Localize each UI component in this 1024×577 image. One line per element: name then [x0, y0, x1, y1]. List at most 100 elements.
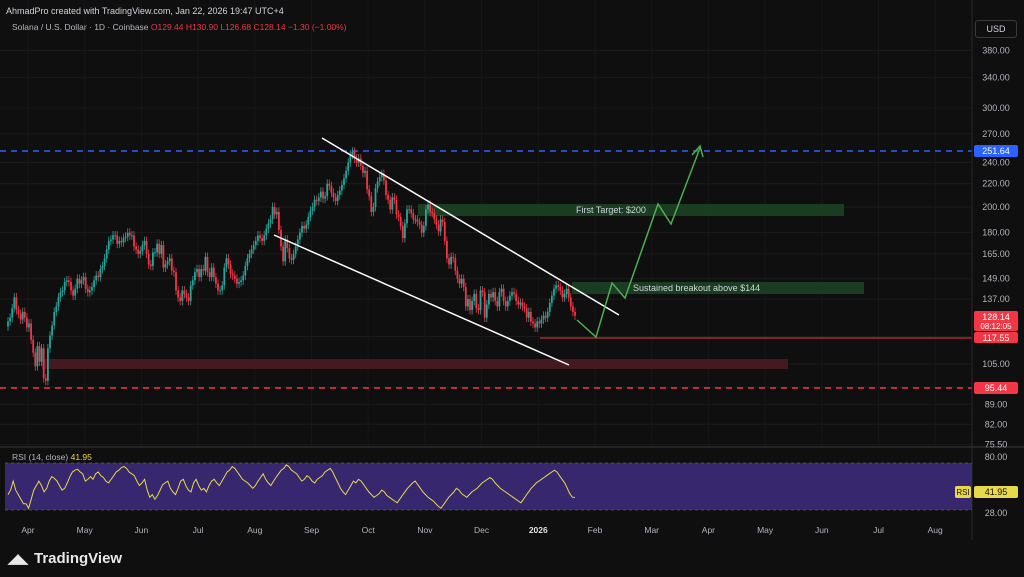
price-tick-label: 180.00 [982, 228, 1010, 238]
candle-body [19, 313, 22, 320]
candle-body [540, 319, 543, 324]
candle-body [332, 192, 335, 198]
candle-body [536, 321, 539, 328]
candles [7, 147, 576, 386]
candle-body [271, 206, 274, 220]
candle-body [185, 293, 188, 298]
candle-body [467, 299, 469, 307]
support-price-tag [974, 332, 1018, 343]
candle-body [322, 191, 324, 199]
candle-body [240, 280, 242, 283]
rsi-title[interactable]: RSI (14, close) [12, 452, 69, 462]
candle-body [406, 209, 408, 224]
candle-body [120, 240, 123, 243]
candle-body [208, 272, 211, 278]
candle-body [202, 269, 205, 271]
candle-body [441, 219, 444, 223]
rsi-current-value: 41.95 [70, 452, 92, 462]
candle-body [572, 306, 574, 312]
candle-body [372, 206, 375, 212]
candle-body [315, 199, 318, 201]
currency-selector[interactable]: USD [975, 20, 1017, 38]
candle-body [418, 222, 421, 225]
candle-body [51, 325, 53, 336]
candle-body [454, 258, 457, 271]
candle-body [206, 256, 209, 273]
candle-body [242, 275, 245, 281]
candle-body [152, 252, 154, 266]
candle-body [248, 253, 251, 259]
candle-body [477, 308, 480, 311]
time-tick-label: Sep [304, 525, 319, 535]
candle-body [565, 288, 568, 294]
candle-body [70, 282, 72, 291]
candle-body [483, 292, 486, 318]
rsi-legend[interactable]: RSI (14, close) 41.95 [12, 452, 92, 462]
candle-body [154, 252, 156, 254]
candle-body [523, 306, 526, 309]
candle-body [462, 278, 465, 288]
candle-body [431, 211, 434, 214]
candle-body [250, 249, 253, 254]
candle-body [450, 256, 452, 265]
time-tick-label: Aug [928, 525, 943, 535]
tradingview-logo[interactable]: ◢◣ TradingView [8, 550, 122, 567]
tradingview-logo-icon: ◢◣ [8, 551, 28, 566]
candle-body [569, 297, 572, 307]
symbol-legend[interactable]: Solana / U.S. Dollar · 1D · Coinbase O12… [12, 22, 347, 32]
gridlines [0, 50, 972, 445]
candle-body [527, 311, 530, 318]
candle-body [93, 280, 95, 288]
rsi-axis-upper: 80.00 [985, 452, 1008, 462]
current-price-value: 128.14 [982, 312, 1010, 322]
time-tick-label: Jul [193, 525, 204, 535]
candle-body [17, 310, 20, 314]
time-tick-label: Oct [362, 525, 376, 535]
candle-body [15, 297, 18, 311]
candle-body [36, 346, 39, 367]
candle-body [452, 256, 455, 259]
candle-body [282, 246, 284, 262]
candle-body [513, 292, 515, 294]
candle-body [427, 204, 429, 210]
candle-body [443, 222, 446, 241]
candle-body [78, 278, 81, 284]
candle-body [97, 275, 100, 278]
candle-body [147, 253, 150, 265]
candle-body [435, 219, 438, 225]
candle-body [330, 185, 333, 193]
time-tick-label: Jun [135, 525, 149, 535]
candle-body [246, 258, 249, 266]
candle-body [103, 258, 106, 266]
candle-body [448, 258, 450, 265]
candle-body [359, 158, 362, 166]
time-tick-label: Dec [474, 525, 490, 535]
candle-body [38, 346, 41, 362]
candle-body [555, 285, 557, 289]
candle-body [110, 239, 112, 241]
symbol-name[interactable]: Solana / U.S. Dollar · 1D · Coinbase [12, 22, 149, 32]
candle-body [380, 173, 383, 178]
time-tick-label: 2026 [529, 525, 548, 535]
price-tick-label: 200.00 [982, 202, 1010, 212]
candle-body [99, 269, 102, 278]
candle-body [551, 295, 553, 303]
candle-body [336, 195, 339, 201]
candle-body [254, 240, 257, 246]
candle-body [107, 240, 110, 250]
candle-body [61, 290, 64, 293]
candle-body [347, 162, 350, 171]
candle-body [68, 280, 70, 283]
candle-body [546, 311, 549, 318]
candle-body [179, 297, 182, 301]
candle-body [341, 184, 343, 191]
candle-body [557, 285, 560, 288]
candle-body [114, 235, 116, 237]
candle-body [290, 258, 293, 260]
candle-body [412, 213, 415, 220]
candle-body [204, 256, 207, 271]
price-tick-label: 270.00 [982, 129, 1010, 139]
candle-body [219, 290, 221, 292]
candle-body [21, 311, 24, 320]
